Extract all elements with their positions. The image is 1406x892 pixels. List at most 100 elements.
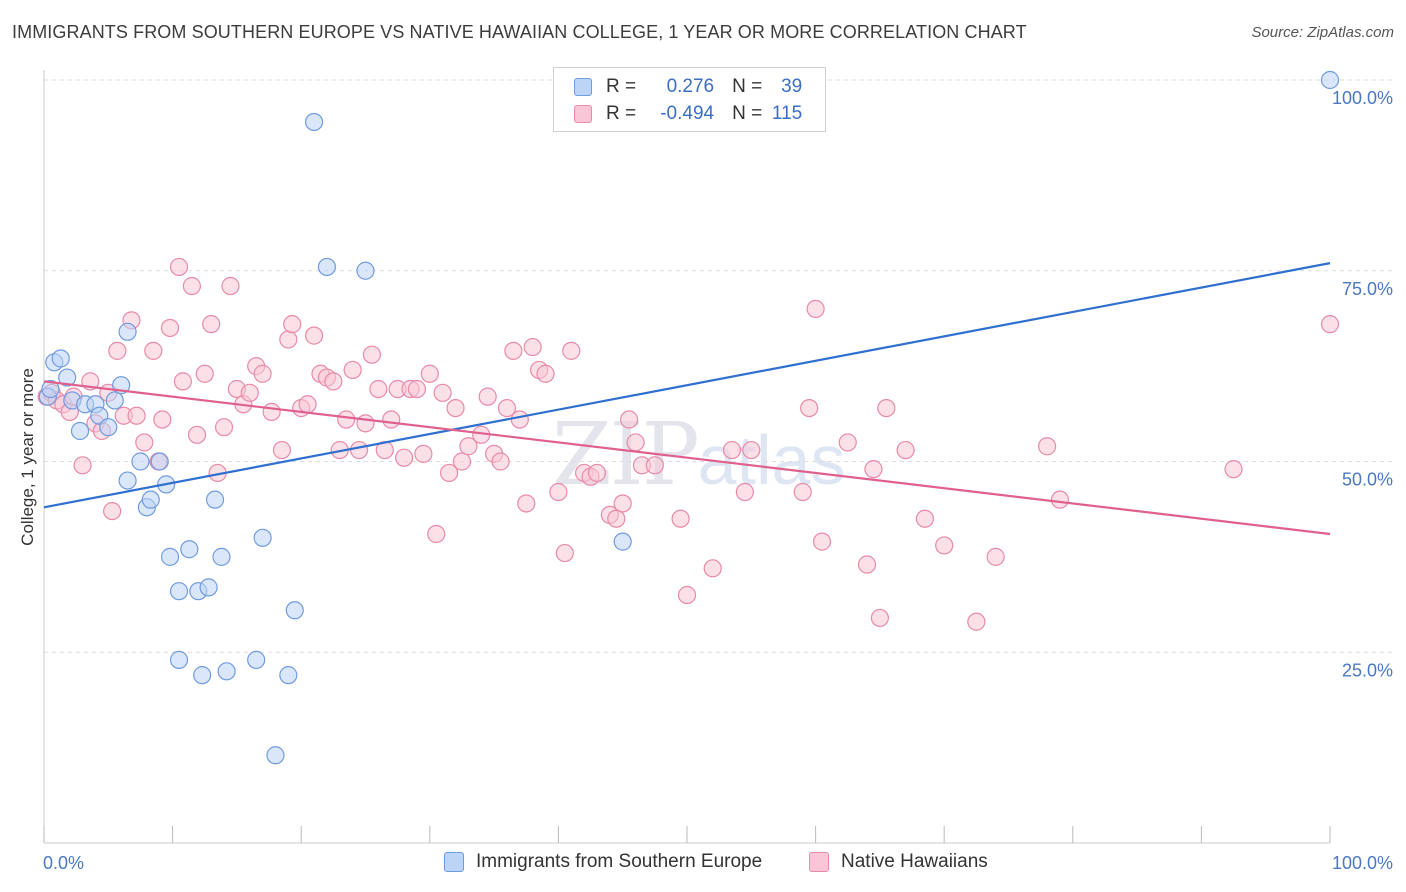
point-native-hawaiian	[877, 398, 896, 418]
bottom-legend-native-hawaiians: Native Hawaiians	[809, 851, 988, 873]
axes	[43, 70, 1331, 844]
legend-r-value: -0.494	[660, 103, 715, 124]
point-native-hawaiian	[221, 276, 240, 296]
tick-labels: 25.0% 50.0% 75.0% 100.0% 0.0% 100.0% College, …	[18, 88, 1393, 873]
point-native-hawaiian	[549, 482, 568, 502]
point-native-hawaiian	[478, 387, 497, 406]
point-native-hawaiian	[414, 444, 433, 463]
point-native-hawaiian	[555, 543, 574, 563]
point-southern-europe	[613, 532, 632, 551]
point-southern-europe	[193, 666, 212, 685]
point-native-hawaiian	[407, 379, 427, 399]
point-native-hawaiian	[1320, 315, 1340, 334]
point-native-hawaiian	[214, 418, 234, 437]
point-native-hawaiian	[620, 410, 639, 429]
point-southern-europe	[304, 112, 324, 132]
point-southern-europe	[105, 391, 124, 410]
point-native-hawaiian	[838, 433, 857, 452]
point-southern-europe	[99, 418, 118, 437]
legend-row-southern-europe: R = 0.276 N = 39	[574, 75, 802, 99]
point-native-hawaiian	[73, 456, 92, 475]
point-native-hawaiian	[536, 364, 555, 383]
legend-swatch-blue	[574, 78, 592, 96]
point-southern-europe	[58, 368, 77, 387]
point-southern-europe	[150, 452, 169, 471]
point-native-hawaiian	[703, 559, 722, 578]
point-native-hawaiian	[240, 383, 259, 402]
point-native-hawaiian	[562, 341, 581, 360]
point-southern-europe	[169, 582, 189, 601]
point-southern-europe	[266, 746, 285, 765]
bottom-legend-label: Immigrants from Southern Europe	[476, 851, 763, 872]
trend-lines	[43, 262, 1331, 536]
point-native-hawaiian	[510, 410, 529, 429]
point-native-hawaiian	[967, 612, 986, 631]
point-southern-europe	[317, 257, 337, 277]
point-native-hawaiian	[1224, 460, 1243, 479]
point-native-hawaiian	[857, 555, 877, 574]
point-native-hawaiian	[337, 410, 356, 429]
y-tick-label: 50.0%	[1342, 470, 1393, 490]
point-native-hawaiian	[394, 448, 414, 467]
point-native-hawaiian	[864, 460, 883, 479]
legend-row-native-hawaiians: R = -0.494 N = 115	[574, 102, 802, 126]
point-native-hawaiian	[324, 372, 343, 391]
point-native-hawaiian	[896, 440, 915, 460]
source-credit: Source: ZipAtlas.com	[1251, 24, 1394, 41]
point-native-hawaiian	[915, 509, 935, 528]
point-native-hawaiian	[452, 452, 472, 471]
point-native-hawaiian	[459, 437, 478, 456]
point-native-hawaiian	[253, 364, 272, 383]
point-native-hawaiian	[439, 463, 459, 483]
chart-title: IMMIGRANTS FROM SOUTHERN EUROPE VS NATIV…	[12, 22, 1027, 42]
point-southern-europe	[356, 261, 375, 280]
point-native-hawaiian	[343, 360, 362, 380]
point-native-hawaiian	[108, 341, 127, 360]
point-native-hawaiian	[272, 440, 292, 460]
y-tick-label: 100.0%	[1332, 88, 1393, 108]
y-tick-label: 75.0%	[1342, 279, 1393, 299]
point-native-hawaiian	[433, 383, 452, 402]
point-native-hawaiian	[195, 364, 214, 383]
legend-r-value: 0.276	[666, 76, 715, 97]
point-native-hawaiian	[793, 482, 812, 502]
point-native-hawaiian	[283, 315, 302, 334]
point-native-hawaiian	[420, 364, 439, 383]
point-native-hawaiian	[517, 494, 536, 513]
point-southern-europe	[205, 490, 225, 509]
point-southern-europe	[1320, 70, 1340, 90]
point-native-hawaiian	[187, 425, 207, 444]
trend-line-southern-europe	[43, 262, 1331, 509]
legend-r-label: R =	[606, 103, 637, 124]
point-native-hawaiian	[262, 402, 281, 422]
point-southern-europe	[247, 650, 266, 669]
legend-n-value: 39	[781, 76, 803, 97]
point-native-hawaiian	[153, 410, 172, 429]
point-native-hawaiian	[173, 372, 192, 391]
x-tick-label: 0.0%	[43, 853, 84, 873]
point-native-hawaiian	[671, 509, 690, 528]
correlation-legend: R = 0.276 N = 39 R = -0.494 N = 115	[553, 67, 826, 132]
point-native-hawaiian	[298, 395, 317, 414]
watermark-atlas: atlas	[697, 421, 846, 499]
point-native-hawaiian	[382, 410, 401, 429]
point-southern-europe	[285, 601, 304, 620]
point-native-hawaiian	[279, 330, 298, 349]
point-native-hawaiian	[935, 536, 954, 555]
point-native-hawaiian	[362, 345, 382, 364]
point-southern-europe	[169, 650, 189, 669]
point-native-hawaiian	[349, 440, 369, 460]
legend-n-value: 115	[771, 103, 803, 124]
point-native-hawaiian	[722, 440, 742, 460]
point-native-hawaiian	[587, 463, 607, 483]
point-native-hawaiian	[491, 452, 510, 471]
point-native-hawaiian	[645, 456, 664, 475]
point-southern-europe	[70, 421, 90, 441]
point-native-hawaiian	[182, 276, 201, 296]
point-southern-europe	[253, 528, 272, 547]
point-southern-europe	[118, 322, 137, 341]
point-native-hawaiian	[427, 524, 446, 544]
point-native-hawaiian	[613, 494, 632, 513]
point-native-hawaiian	[497, 398, 517, 418]
